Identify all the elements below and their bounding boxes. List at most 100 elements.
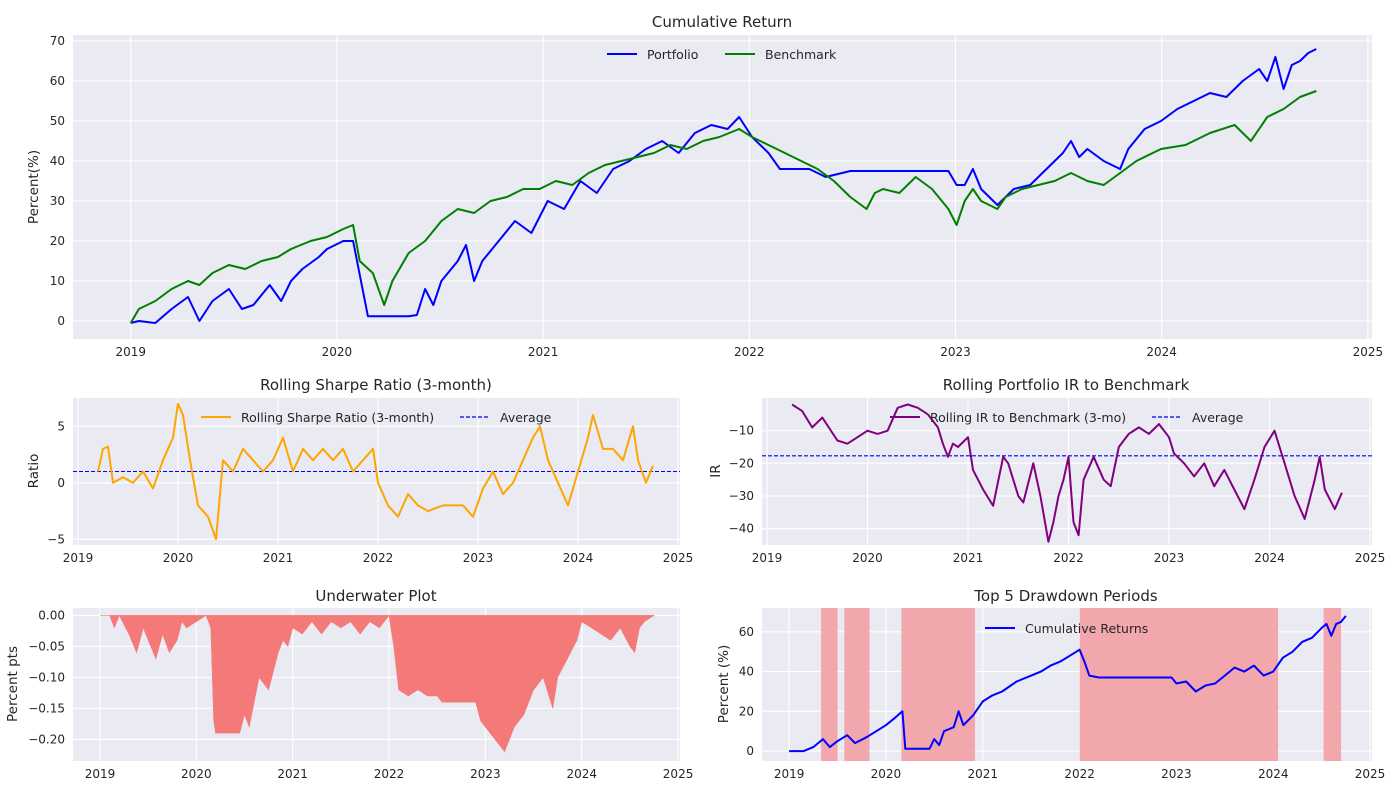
legend: Portfolio Benchmark bbox=[607, 47, 837, 62]
y-tick-label: −10 bbox=[729, 424, 754, 438]
x-tick-label: 2024 bbox=[1254, 551, 1285, 565]
x-tick-label: 2025 bbox=[663, 767, 694, 781]
x-tick-label: 2019 bbox=[115, 345, 146, 359]
chart-title: Underwater Plot bbox=[315, 587, 436, 605]
x-tick-label: 2024 bbox=[1146, 345, 1177, 359]
x-tick-label: 2022 bbox=[1064, 767, 1095, 781]
legend-label-average: Average bbox=[1192, 410, 1244, 425]
x-tick-label: 2021 bbox=[528, 345, 559, 359]
tick-labels: 2019 2020 2021 2022 2023 2024 2025 0 20 40 60 bbox=[739, 625, 1386, 781]
tick-labels: 2019 2020 2021 2022 2023 2024 2025 −40 −30 −20 −10 bbox=[729, 424, 1386, 565]
y-axis-label: Percent(%) bbox=[26, 150, 42, 224]
y-tick-label: 20 bbox=[50, 234, 65, 248]
chart-marks bbox=[100, 614, 656, 753]
y-axis-label: Percent (%) bbox=[716, 645, 732, 723]
x-tick-label: 2020 bbox=[181, 767, 212, 781]
legend-label-sharpe: Rolling Sharpe Ratio (3-month) bbox=[241, 410, 434, 425]
series-line bbox=[97, 402, 654, 541]
x-tick-label: 2025 bbox=[1353, 345, 1384, 359]
x-tick-label: 2019 bbox=[752, 551, 783, 565]
y-tick-label: −0.15 bbox=[28, 701, 65, 715]
y-tick-label: −0.20 bbox=[28, 732, 65, 746]
panel-cumulative-return: 2019 2020 2021 2022 2023 2024 2025 0 10 20 30 40 50 6… bbox=[26, 13, 1383, 359]
y-tick-label: 40 bbox=[739, 665, 754, 679]
y-tick-label: 10 bbox=[50, 274, 65, 288]
drawdown-span bbox=[901, 608, 976, 761]
x-tick-label: 2019 bbox=[85, 767, 116, 781]
y-tick-label: 60 bbox=[739, 625, 754, 639]
drawdown-spans bbox=[821, 608, 1342, 761]
series-line bbox=[129, 90, 1317, 324]
x-tick-label: 2019 bbox=[63, 551, 94, 565]
y-tick-label: −0.10 bbox=[28, 670, 65, 684]
x-tick-label: 2025 bbox=[663, 551, 694, 565]
panel-drawdown-periods: 2019 2020 2021 2022 2023 2024 2025 0 20 40 60 Top … bbox=[716, 587, 1385, 781]
y-tick-label: 40 bbox=[50, 154, 65, 168]
x-tick-label: 2022 bbox=[734, 345, 765, 359]
plot-area bbox=[762, 398, 1372, 545]
y-tick-label: 60 bbox=[50, 74, 65, 88]
y-tick-label: −5 bbox=[47, 532, 65, 546]
chart-title: Top 5 Drawdown Periods bbox=[973, 587, 1158, 605]
x-tick-label: 2023 bbox=[1161, 767, 1192, 781]
x-tick-label: 2020 bbox=[322, 345, 353, 359]
tick-labels: 2019 2020 2021 2022 2023 2024 2025 0 10 20 30 40 50 6… bbox=[50, 34, 1383, 359]
x-tick-label: 2021 bbox=[967, 767, 998, 781]
y-axis-label: Percent pts bbox=[5, 646, 21, 722]
plot-area bbox=[73, 35, 1372, 339]
chart-title: Cumulative Return bbox=[652, 13, 792, 31]
x-tick-label: 2020 bbox=[871, 767, 902, 781]
x-tick-label: 2025 bbox=[1355, 551, 1386, 565]
legend: Rolling Sharpe Ratio (3-month) Average bbox=[201, 410, 552, 425]
x-tick-label: 2024 bbox=[566, 767, 597, 781]
y-axis-label: Ratio bbox=[26, 454, 42, 489]
x-tick-label: 2023 bbox=[470, 767, 501, 781]
drawdown-span bbox=[821, 608, 838, 761]
x-tick-label: 2023 bbox=[1154, 551, 1185, 565]
gridlines bbox=[73, 35, 1372, 339]
y-tick-label: 0 bbox=[57, 476, 65, 490]
y-tick-label: −0.05 bbox=[28, 639, 65, 653]
chart-marks bbox=[73, 402, 680, 541]
series-line bbox=[789, 615, 1347, 753]
drawdown-span bbox=[1079, 608, 1279, 761]
legend: Cumulative Returns bbox=[985, 621, 1148, 636]
chart-title: Rolling Sharpe Ratio (3-month) bbox=[260, 376, 492, 394]
chart-marks bbox=[789, 615, 1347, 753]
legend-label-average: Average bbox=[500, 410, 552, 425]
y-tick-label: 0 bbox=[746, 744, 754, 758]
y-axis-label: IR bbox=[708, 464, 724, 477]
chart-marks bbox=[129, 48, 1317, 324]
legend-label-portfolio: Portfolio bbox=[647, 47, 698, 62]
legend-label-cumulative: Cumulative Returns bbox=[1025, 621, 1148, 636]
y-tick-label: 0 bbox=[57, 314, 65, 328]
legend-label-benchmark: Benchmark bbox=[765, 47, 837, 62]
x-tick-label: 2022 bbox=[363, 551, 394, 565]
x-tick-label: 2021 bbox=[263, 551, 294, 565]
x-tick-label: 2020 bbox=[163, 551, 194, 565]
series-line bbox=[130, 48, 1317, 324]
y-tick-label: 5 bbox=[57, 419, 65, 433]
y-tick-label: 30 bbox=[50, 194, 65, 208]
y-tick-label: −30 bbox=[729, 489, 754, 503]
chart-marks bbox=[762, 403, 1372, 543]
tick-labels: 2019 2020 2021 2022 2023 2024 2025 −5 0 5 bbox=[47, 419, 693, 565]
y-tick-label: 50 bbox=[50, 114, 65, 128]
x-tick-label: 2023 bbox=[463, 551, 494, 565]
y-tick-label: 20 bbox=[739, 704, 754, 718]
x-tick-label: 2024 bbox=[563, 551, 594, 565]
x-tick-label: 2023 bbox=[940, 345, 971, 359]
legend-label-ir: Rolling IR to Benchmark (3-mo) bbox=[930, 410, 1126, 425]
x-tick-label: 2022 bbox=[374, 767, 405, 781]
drawdown-span bbox=[1323, 608, 1342, 761]
y-tick-label: −20 bbox=[729, 456, 754, 470]
series-line bbox=[791, 403, 1343, 543]
legend: Rolling IR to Benchmark (3-mo) Average bbox=[890, 410, 1244, 425]
tick-labels: 2019 2020 2021 2022 2023 2024 2025 −0.20 −0.15 −0… bbox=[28, 608, 693, 781]
panel-underwater: 2019 2020 2021 2022 2023 2024 2025 −0.20 −0.15 −0… bbox=[5, 587, 693, 781]
x-tick-label: 2022 bbox=[1053, 551, 1084, 565]
y-tick-label: 0.00 bbox=[38, 608, 65, 622]
x-tick-label: 2025 bbox=[1355, 767, 1386, 781]
panel-rolling-sharpe: 2019 2020 2021 2022 2023 2024 2025 −5 0 5 Rolling… bbox=[26, 376, 693, 565]
